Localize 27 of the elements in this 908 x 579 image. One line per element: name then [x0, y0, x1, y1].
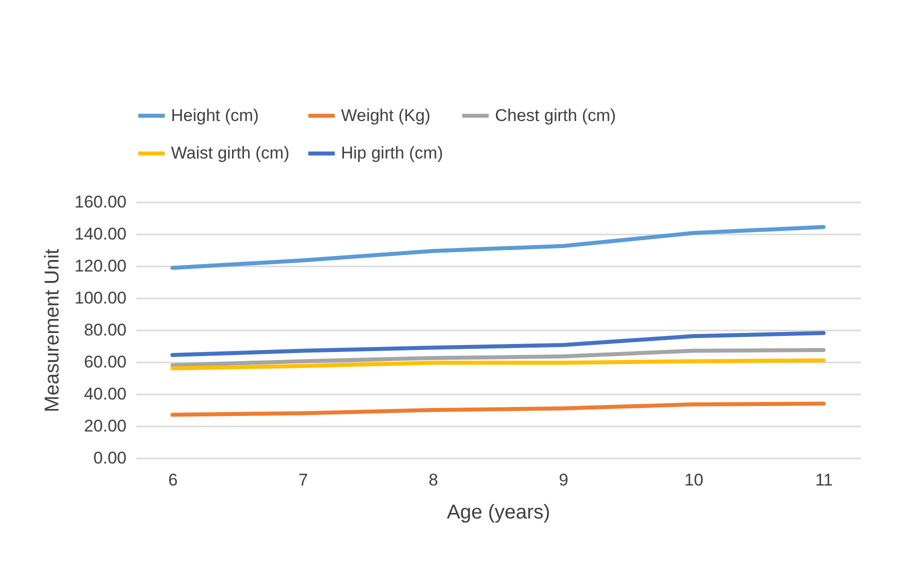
legend-label: Chest girth (cm) — [495, 106, 616, 125]
x-tick-label: 7 — [298, 470, 308, 490]
x-tick-label: 6 — [168, 470, 178, 490]
legend-label: Weight (Kg) — [341, 106, 430, 125]
legend-label: Height (cm) — [171, 106, 259, 125]
y-tick-label: 80.00 — [84, 320, 126, 340]
y-tick-label: 60.00 — [84, 352, 126, 372]
line-series — [170, 224, 826, 270]
line-series — [170, 348, 826, 368]
y-tick-label: 140.00 — [74, 224, 126, 244]
line-series — [170, 358, 826, 370]
y-tick-label: 120.00 — [74, 256, 126, 276]
y-axis-title: Measurement Unit — [42, 248, 64, 412]
line-series — [170, 402, 826, 417]
y-tick-label: 160.00 — [74, 192, 126, 212]
line-series — [170, 331, 826, 357]
x-tick-label: 8 — [428, 470, 438, 490]
x-tick-label: 9 — [558, 470, 568, 490]
x-tick-label: 11 — [815, 470, 833, 490]
x-tick-label: 10 — [684, 470, 704, 490]
y-tick-label: 0.00 — [93, 448, 126, 468]
legend-label: Waist girth (cm) — [171, 144, 290, 162]
y-tick-label: 100.00 — [74, 288, 126, 308]
legend-label: Hip girth (cm) — [341, 144, 444, 162]
x-axis-title: Age (years) — [446, 502, 550, 524]
y-tick-label: 40.00 — [84, 384, 126, 404]
y-tick-label: 20.00 — [84, 416, 126, 436]
